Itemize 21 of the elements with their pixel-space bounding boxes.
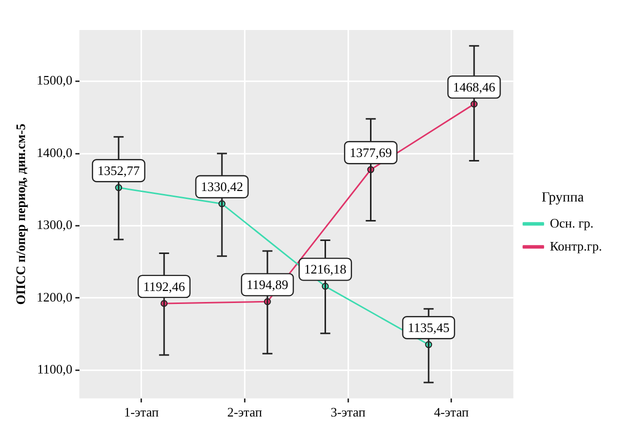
x-tick-label: 3-этап xyxy=(330,404,366,420)
data-label: 1352,77 xyxy=(97,163,140,178)
y-tick-label: 1400,0 xyxy=(36,144,72,160)
data-label: 1330,42 xyxy=(200,179,244,194)
x-tick-label: 1-этап xyxy=(124,404,159,420)
y-tick-label: 1500,0 xyxy=(36,72,72,88)
data-label: 1194,89 xyxy=(246,277,288,292)
legend-title: Группа xyxy=(542,190,585,206)
y-tick-label: 1300,0 xyxy=(36,217,72,232)
data-label: 1216,18 xyxy=(304,262,346,277)
x-tick-label: 4-этап xyxy=(434,404,469,420)
data-label: 1468,46 xyxy=(452,79,496,94)
y-axis-title: ОПСС п/опер период, дин.см-5 xyxy=(13,123,28,305)
data-label: 1135,45 xyxy=(408,320,450,336)
x-tick-label: 2-этап xyxy=(227,404,262,420)
data-label: 1377,69 xyxy=(350,145,392,160)
y-tick-label: 1200,0 xyxy=(36,289,72,304)
data-label: 1192,46 xyxy=(143,278,186,294)
y-tick-label: 1100,0 xyxy=(37,362,72,377)
legend-label: Контр.гр. xyxy=(550,238,602,254)
legend-label: Осн. гр. xyxy=(550,215,594,230)
